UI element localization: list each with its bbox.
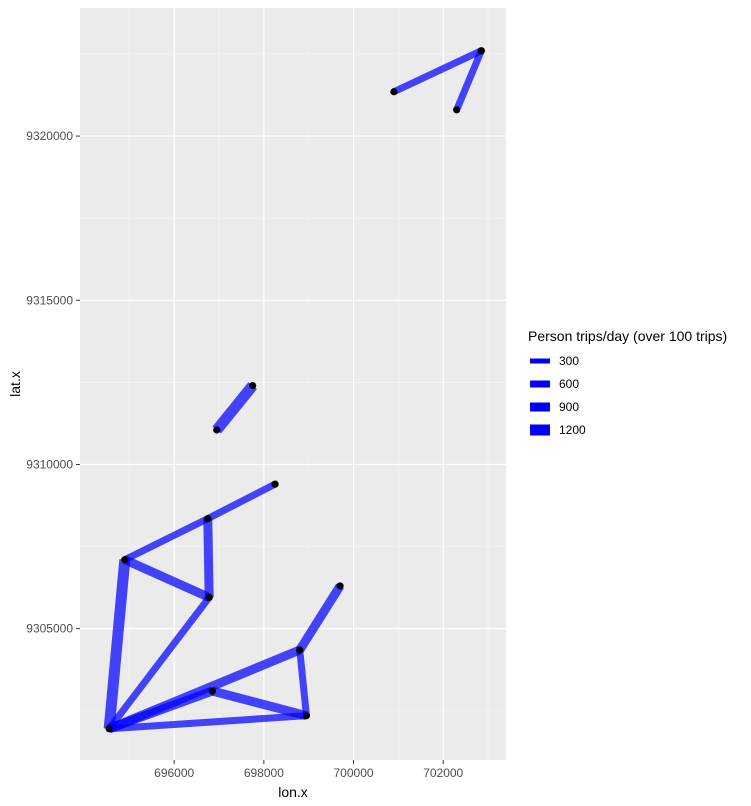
trip-segment <box>211 686 308 721</box>
trip-segment <box>106 595 212 731</box>
trip-segment <box>107 686 214 734</box>
trip-node <box>121 556 129 564</box>
x-tick-label: 698000 <box>244 766 284 780</box>
grid-major-lines <box>80 8 506 760</box>
legend-key-swatch <box>530 380 550 388</box>
legend-key-swatch <box>530 424 550 436</box>
trip-segment <box>203 518 214 598</box>
trip-segments <box>103 47 485 734</box>
legend-keys: 300 600 900 1200 <box>530 354 586 437</box>
trip-node <box>208 687 216 695</box>
plot-panel <box>80 8 506 760</box>
legend-key-label: 1200 <box>559 423 586 437</box>
legend: Person trips/day (over 100 trips) 300 600… <box>528 328 727 437</box>
y-tick-labels: 9305000 9310000 9315000 9320000 <box>26 129 73 636</box>
trip-node <box>477 47 485 55</box>
y-axis-title: lat.x <box>7 371 23 397</box>
legend-key-label: 300 <box>559 354 579 368</box>
trip-segment <box>206 481 277 522</box>
x-tick-label: 696000 <box>154 766 194 780</box>
trip-node <box>296 646 304 654</box>
y-tick-label: 9305000 <box>26 622 73 636</box>
legend-title: Person trips/day (over 100 trips) <box>528 328 727 344</box>
trip-segment <box>295 583 344 653</box>
trip-node <box>105 725 113 733</box>
trip-segment <box>212 382 257 434</box>
x-tick-label: 700000 <box>334 766 374 780</box>
trip-node <box>205 593 213 602</box>
trip-segment <box>453 49 485 112</box>
trip-node <box>453 106 461 114</box>
trip-node <box>390 88 398 96</box>
legend-key-label: 900 <box>559 400 579 414</box>
trip-node <box>204 515 212 523</box>
trip-nodes <box>105 47 485 733</box>
trip-segment <box>123 515 210 563</box>
x-tick-labels: 696000 698000 700000 702000 <box>154 766 463 780</box>
trip-node <box>302 712 311 720</box>
trip-node <box>271 480 279 488</box>
trip-segment <box>392 47 483 95</box>
legend-key-label: 600 <box>559 377 579 391</box>
trip-node <box>336 582 344 590</box>
y-tick-label: 9310000 <box>26 457 73 471</box>
axis-ticks <box>76 135 444 764</box>
trip-node <box>213 426 221 434</box>
x-tick-label: 702000 <box>423 766 463 780</box>
trip-node <box>249 382 257 390</box>
trip-segment <box>108 712 307 733</box>
y-tick-label: 9320000 <box>26 129 73 143</box>
trip-segment <box>123 555 211 602</box>
legend-key-swatch <box>530 358 550 364</box>
trip-segment <box>103 559 131 730</box>
x-axis-title: lon.x <box>278 784 308 800</box>
trip-segment <box>296 649 310 717</box>
legend-key-swatch <box>530 402 550 412</box>
y-tick-label: 9315000 <box>26 293 73 307</box>
